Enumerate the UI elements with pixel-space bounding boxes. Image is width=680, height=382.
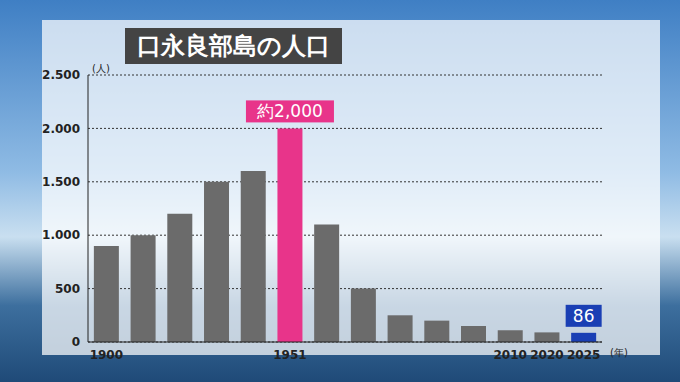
html-text:(年): (年) [610,347,628,358]
svg-text:2.500: 2.500 [42,68,80,82]
html-text:口永良部島の人口: 口永良部島の人口 [137,32,330,60]
svg-text:500: 500 [55,282,80,296]
svg-text:2.000: 2.000 [42,122,80,136]
svg-text:1.500: 1.500 [42,175,80,189]
svg-text:2010: 2010 [494,348,527,362]
svg-text:0: 0 [72,335,80,349]
svg-text:2020: 2020 [530,348,563,362]
html-text:(人): (人) [92,63,110,74]
svg-text:86: 86 [573,306,595,326]
svg-text:2025: 2025 [567,348,600,362]
svg-text:1.000: 1.000 [42,228,80,242]
svg-text:1900: 1900 [90,348,123,362]
svg-text:1951: 1951 [273,348,306,362]
svg-text:約2,000: 約2,000 [257,101,323,121]
